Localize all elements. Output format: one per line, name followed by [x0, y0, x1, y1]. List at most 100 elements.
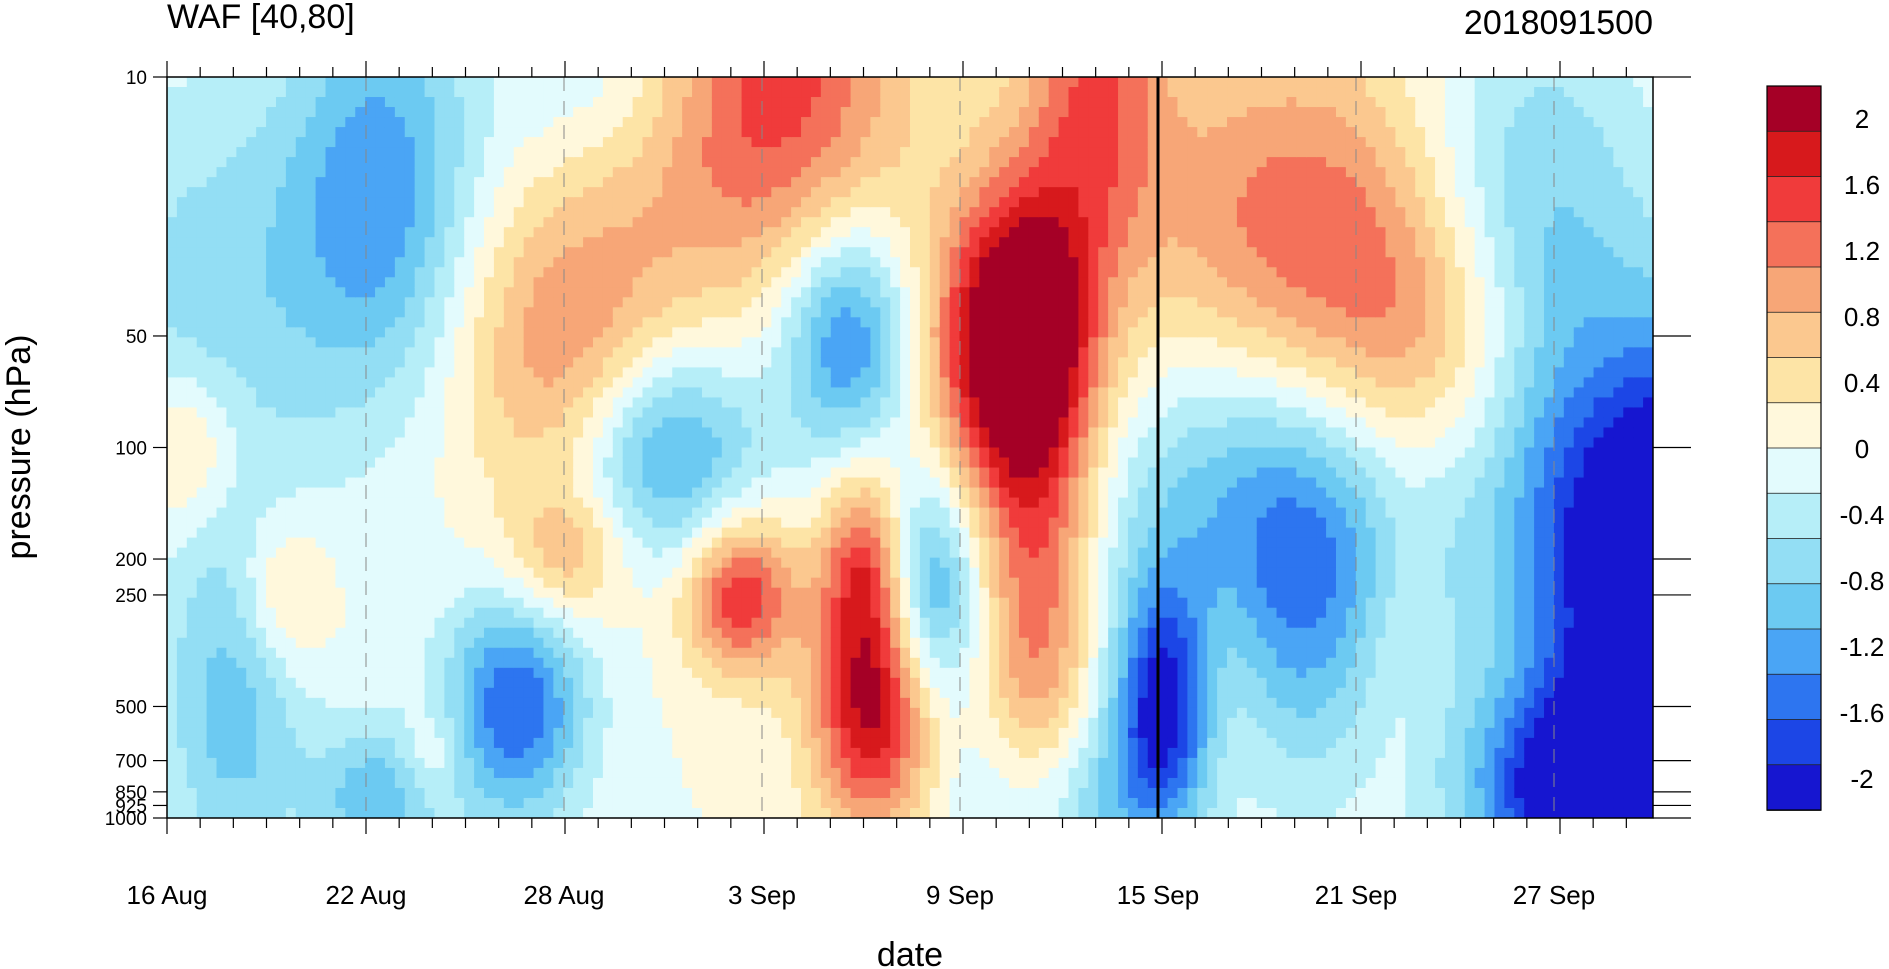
field-cell [810, 687, 822, 699]
field-cell [216, 447, 228, 459]
field-cell [563, 417, 574, 429]
field-cell [810, 647, 822, 659]
field-cell [186, 357, 198, 368]
field-cell [384, 127, 396, 138]
field-cell [305, 597, 317, 609]
field-cell [434, 647, 445, 659]
field-cell [553, 577, 564, 589]
field-cell [592, 417, 604, 429]
field-cell [325, 357, 337, 368]
field-cell [751, 517, 762, 529]
field-cell [731, 497, 743, 509]
field-cell [444, 457, 455, 469]
field-cell [692, 257, 703, 268]
field-cell [236, 677, 247, 689]
field-cell [246, 797, 257, 809]
field-cell [761, 717, 772, 729]
field-cell [484, 597, 495, 609]
field-cell [563, 287, 574, 298]
field-cell [672, 767, 683, 779]
field-cell [295, 397, 307, 409]
field-cell [533, 477, 545, 489]
field-cell [295, 377, 307, 389]
field-cell [216, 667, 228, 679]
field-cell [196, 237, 208, 248]
field-cell [592, 77, 604, 88]
field-cell [226, 317, 237, 328]
field-cell [642, 527, 654, 539]
field-cell [721, 537, 733, 549]
field-cell [375, 317, 386, 328]
field-cell [513, 407, 525, 419]
field-cell [543, 417, 554, 429]
field-cell [543, 337, 554, 348]
field-cell [553, 727, 564, 739]
field-cell [206, 167, 218, 178]
field-cell [652, 647, 663, 659]
field-cell [711, 97, 723, 108]
field-cell [484, 187, 495, 198]
field-cell [711, 707, 723, 719]
field-cell [444, 797, 455, 809]
field-cell [394, 127, 406, 138]
field-cell [256, 787, 267, 799]
field-cell [810, 627, 822, 639]
field-cell [206, 307, 218, 318]
field-cell [464, 667, 475, 679]
field-cell [167, 687, 178, 699]
field-cell [771, 227, 782, 238]
field-cell [266, 407, 277, 419]
field-cell [731, 737, 743, 749]
field-cell [701, 367, 713, 378]
field-cell [751, 757, 762, 769]
field-cell [275, 117, 287, 128]
field-cell [612, 167, 624, 178]
field-cell [781, 417, 792, 429]
field-cell [345, 347, 356, 358]
field-cell [226, 227, 237, 238]
field-cell [464, 787, 475, 799]
field-cell [672, 517, 683, 529]
field-cell [256, 587, 267, 599]
field-cell [236, 297, 247, 308]
field-cell [662, 97, 673, 108]
field-cell [771, 157, 782, 168]
field-cell [672, 687, 683, 699]
field-cell [612, 207, 624, 218]
field-cell [711, 227, 723, 238]
field-cell [454, 467, 465, 479]
field-cell [602, 767, 614, 779]
field-cell [592, 647, 604, 659]
field-cell [335, 577, 346, 589]
field-cell [751, 207, 762, 218]
field-cell [464, 777, 475, 789]
field-cell [275, 547, 287, 559]
field-cell [266, 607, 277, 619]
field-cell [365, 687, 376, 699]
field-cell [236, 597, 247, 609]
field-cell [295, 717, 307, 729]
field-cell [216, 597, 228, 609]
field-cell [583, 687, 594, 699]
field-cell [563, 257, 574, 268]
field-cell [246, 327, 257, 338]
field-cell [216, 77, 228, 88]
field-cell [196, 627, 208, 639]
field-cell [236, 307, 247, 318]
field-cell [801, 287, 812, 298]
field-cell [167, 287, 178, 298]
field-cell [216, 427, 228, 439]
field-cell [563, 177, 574, 188]
field-cell [246, 767, 257, 779]
field-cell [632, 467, 644, 479]
field-cell [216, 207, 228, 218]
field-cell [632, 217, 644, 228]
field-cell [305, 767, 317, 779]
field-cell [682, 617, 693, 629]
field-cell [444, 167, 455, 178]
field-cell [444, 237, 455, 248]
field-cell [602, 497, 614, 509]
field-cell [394, 727, 406, 739]
field-cell [721, 317, 733, 328]
field-cell [741, 787, 753, 799]
